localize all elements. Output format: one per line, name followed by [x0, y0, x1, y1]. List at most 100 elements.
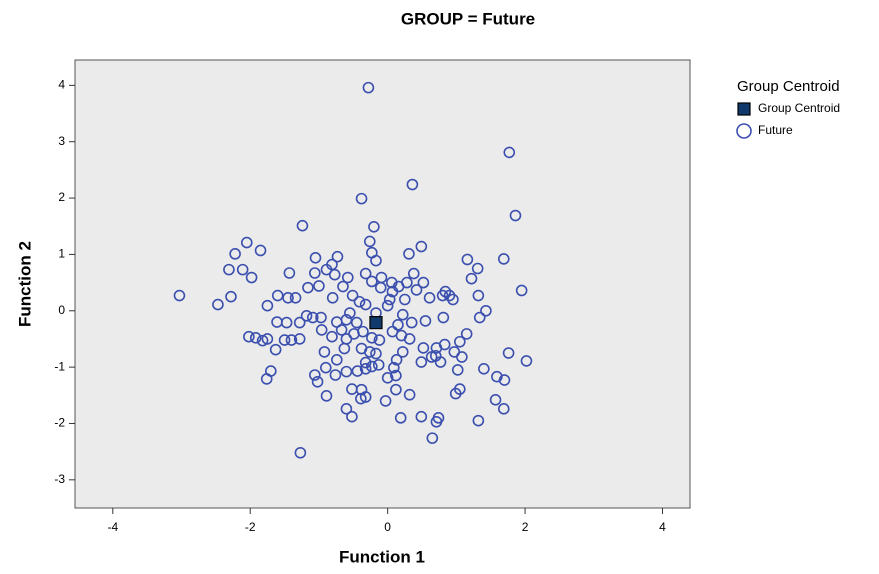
- x-tick-label: 0: [384, 520, 391, 534]
- data-point: [245, 271, 258, 284]
- data-point: [471, 262, 484, 275]
- data-point: [478, 363, 490, 375]
- y-tick-label: -1: [54, 359, 65, 373]
- data-point: [520, 355, 533, 367]
- legend-label: Future: [758, 123, 793, 137]
- data-point: [415, 410, 428, 423]
- data-point: [472, 414, 485, 427]
- data-point: [497, 403, 510, 415]
- y-tick-label: 4: [58, 78, 65, 92]
- data-point: [254, 244, 267, 257]
- data-point: [309, 251, 322, 264]
- data-point: [355, 392, 367, 405]
- data-point: [302, 281, 314, 294]
- data-point: [423, 292, 436, 304]
- data-point: [498, 374, 511, 386]
- data-point: [473, 311, 486, 324]
- data-point: [379, 395, 392, 407]
- legend-label: Group Centroid: [758, 101, 840, 115]
- data-point: [406, 178, 419, 191]
- data-point: [363, 346, 376, 358]
- x-axis-label: Function 1: [339, 547, 425, 566]
- data-point: [344, 307, 356, 319]
- data-point: [405, 316, 418, 329]
- y-axis-label: Function 2: [15, 241, 34, 327]
- legend-swatch: [736, 123, 752, 139]
- data-point: [331, 250, 344, 263]
- data-point: [497, 253, 510, 265]
- data-point: [283, 267, 296, 279]
- data-point: [426, 432, 439, 444]
- data-point: [390, 369, 402, 382]
- data-point: [410, 284, 423, 296]
- data-point: [236, 263, 249, 276]
- data-point: [315, 311, 327, 324]
- data-point: [465, 272, 478, 285]
- data-point: [399, 293, 411, 306]
- data-point: [366, 332, 378, 344]
- data-point: [480, 304, 492, 317]
- data-point: [381, 372, 394, 384]
- plot-area: [74, 59, 691, 509]
- data-point: [346, 289, 359, 302]
- y-tick-label: 2: [58, 190, 65, 204]
- data-point: [359, 298, 372, 311]
- y-tick-label: 1: [58, 247, 65, 261]
- data-point: [359, 356, 372, 369]
- data-point: [472, 289, 485, 302]
- data-point: [300, 310, 313, 322]
- data-point: [331, 316, 343, 328]
- data-point: [341, 271, 354, 284]
- x-tick-label: 4: [659, 520, 666, 534]
- data-point: [438, 338, 451, 351]
- data-point: [294, 446, 307, 459]
- data-point: [415, 356, 428, 368]
- data-point: [415, 240, 428, 253]
- data-point: [394, 412, 407, 424]
- data-point: [240, 236, 253, 249]
- data-point: [390, 383, 402, 396]
- data-point: [359, 391, 372, 403]
- y-tick-label: -2: [54, 416, 65, 430]
- data-point: [374, 281, 387, 294]
- data-point: [282, 292, 294, 304]
- data-point: [293, 316, 306, 329]
- data-point: [454, 335, 466, 348]
- data-point: [337, 280, 349, 293]
- data-point: [355, 192, 368, 205]
- data-point: [351, 365, 364, 377]
- data-point: [278, 334, 291, 346]
- data-point: [417, 342, 430, 354]
- data-point: [320, 390, 333, 402]
- data-point: [293, 333, 306, 345]
- data-point: [315, 324, 328, 336]
- data-point: [366, 360, 378, 373]
- data-point: [359, 363, 372, 375]
- data-point: [289, 292, 302, 304]
- data-point: [318, 346, 331, 358]
- data-point: [306, 311, 319, 324]
- data-point: [372, 359, 385, 371]
- data-point: [515, 284, 528, 297]
- data-point: [368, 221, 380, 233]
- x-tick-label: -2: [245, 520, 256, 534]
- data-point: [296, 219, 309, 232]
- data-point: [425, 351, 438, 363]
- data-point: [309, 369, 321, 381]
- data-point: [260, 373, 273, 385]
- data-point: [212, 298, 224, 311]
- x-tick-label: -4: [107, 520, 118, 534]
- data-point: [437, 311, 450, 324]
- data-point: [269, 343, 282, 356]
- data-point: [502, 347, 515, 359]
- data-point: [436, 289, 449, 302]
- data-point: [417, 276, 430, 289]
- data-point: [309, 267, 321, 279]
- legend-title: Group Centroid: [737, 78, 840, 95]
- data-point: [447, 293, 459, 306]
- data-point: [392, 280, 405, 293]
- data-point: [256, 334, 269, 347]
- data-point: [331, 353, 343, 366]
- data-point: [454, 383, 466, 395]
